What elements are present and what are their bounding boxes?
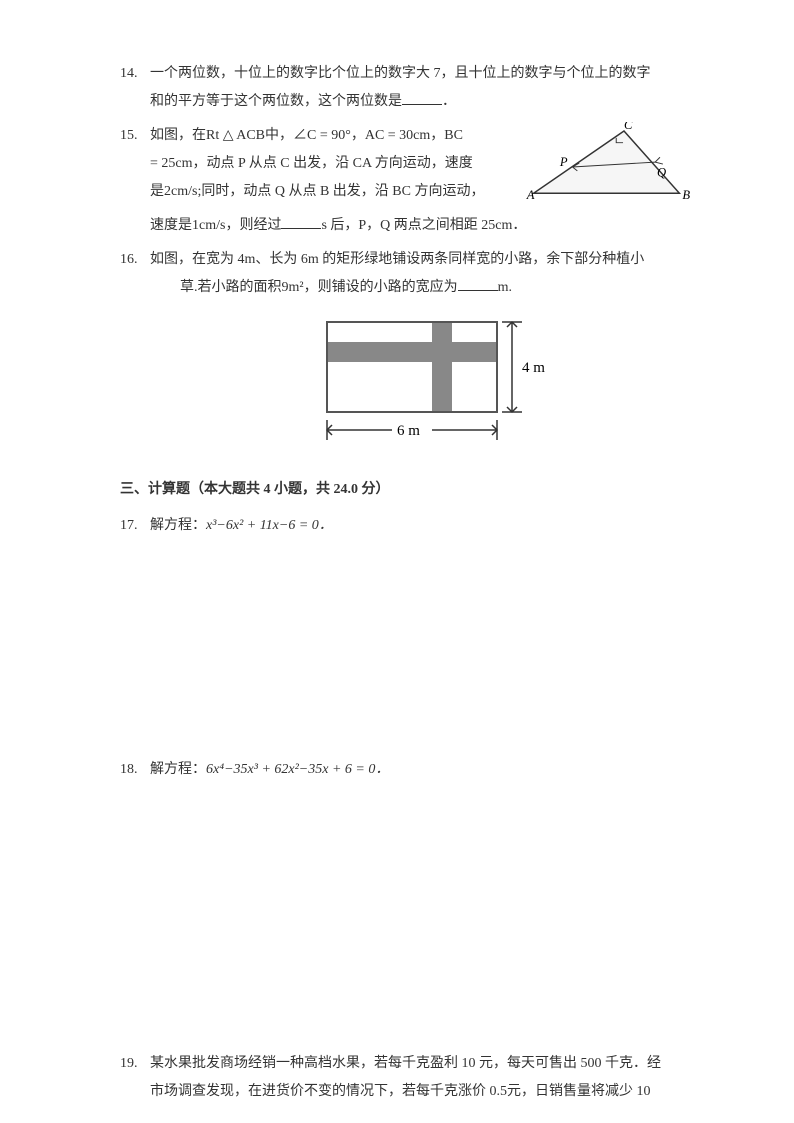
text-line: 是2cm/s;同时，动点 Q 从点 B 出发，沿 BC 方向运动， bbox=[150, 178, 509, 206]
question-body: 解方程：x³−6x² + 11x−6 = 0． bbox=[150, 512, 694, 540]
rect-figure-wrap: 4 m 6 m bbox=[180, 312, 694, 452]
text-fragment: m. bbox=[498, 280, 512, 295]
question-17: 17. 解方程：x³−6x² + 11x−6 = 0． bbox=[120, 512, 694, 540]
text-fragment: ． bbox=[442, 94, 456, 109]
question-16: 16. 如图，在宽为 4m、长为 6m 的矩形绿地铺设两条同样宽的小路，余下部分… bbox=[120, 246, 694, 458]
arrow-q-icon bbox=[655, 157, 663, 164]
question-18: 18. 解方程：6x⁴−35x³ + 62x²−35x + 6 = 0． bbox=[120, 756, 694, 784]
width-label: 6 m bbox=[397, 423, 420, 439]
text-fragment: 速度是1cm/s，则经过 bbox=[150, 218, 281, 233]
label-b: B bbox=[682, 188, 690, 202]
label-c: C bbox=[624, 122, 633, 132]
v-road bbox=[432, 322, 452, 412]
h-road bbox=[327, 342, 497, 362]
text-line: 和的平方等于这个两位数，这个两位数是 ． bbox=[150, 88, 694, 116]
text-line: 某水果批发商场经销一种高档水果，若每千克盈利 10 元，每天可售出 500 千克… bbox=[150, 1050, 694, 1078]
question-number: 15. bbox=[120, 122, 150, 240]
question-body: 解方程：6x⁴−35x³ + 62x²−35x + 6 = 0． bbox=[150, 756, 694, 784]
height-label: 4 m bbox=[522, 360, 545, 376]
text-fragment: s 后，P，Q 两点之间相距 25cm． bbox=[321, 218, 526, 233]
text-line: 市场调查发现，在进货价不变的情况下，若每千克涨价 0.5元，日销售量将减少 10 bbox=[150, 1078, 694, 1106]
fill-blank[interactable] bbox=[402, 91, 442, 105]
text-line: 如图，在宽为 4m、长为 6m 的矩形绿地铺设两条同样宽的小路，余下部分种植小 bbox=[150, 246, 694, 274]
question-number: 16. bbox=[120, 246, 150, 458]
question-body: 如图，在宽为 4m、长为 6m 的矩形绿地铺设两条同样宽的小路，余下部分种植小 … bbox=[150, 246, 694, 458]
question-body: 一个两位数，十位上的数字比个位上的数字大 7，且十位上的数字与个位上的数字 和的… bbox=[150, 60, 694, 116]
text-fragment: 解方程： bbox=[150, 518, 206, 533]
text-fragment: 草.若小路的面积9m²，则铺设的小路的宽应为 bbox=[180, 280, 458, 295]
triangle-shape bbox=[534, 131, 680, 193]
label-q: Q bbox=[657, 166, 666, 180]
label-a: A bbox=[526, 188, 535, 202]
text-line: 一个两位数，十位上的数字比个位上的数字大 7，且十位上的数字与个位上的数字 bbox=[150, 60, 694, 88]
outer-rect bbox=[327, 322, 497, 412]
equation: x³−6x² + 11x−6 = 0． bbox=[206, 518, 333, 533]
question-19: 19. 某水果批发商场经销一种高档水果，若每千克盈利 10 元，每天可售出 50… bbox=[120, 1050, 694, 1106]
workspace-gap bbox=[120, 546, 694, 756]
fill-blank[interactable] bbox=[458, 277, 498, 291]
triangle-figure: A B C P Q bbox=[519, 122, 694, 212]
fill-blank[interactable] bbox=[281, 215, 321, 229]
section-3-header: 三、计算题（本大题共 4 小题，共 24.0 分） bbox=[120, 476, 694, 504]
question-number: 14. bbox=[120, 60, 150, 116]
workspace-gap bbox=[120, 790, 694, 1050]
question-number: 18. bbox=[120, 756, 150, 784]
text-line: 草.若小路的面积9m²，则铺设的小路的宽应为 m. bbox=[180, 274, 694, 302]
label-p: P bbox=[559, 155, 568, 169]
question-14: 14. 一个两位数，十位上的数字比个位上的数字大 7，且十位上的数字与个位上的数… bbox=[120, 60, 694, 116]
text-fragment: 和的平方等于这个两位数，这个两位数是 bbox=[150, 94, 402, 109]
equation: 6x⁴−35x³ + 62x²−35x + 6 = 0． bbox=[206, 762, 389, 777]
rect-figure: 4 m 6 m bbox=[317, 312, 557, 452]
text-fragment: 解方程： bbox=[150, 762, 206, 777]
question-number: 17. bbox=[120, 512, 150, 540]
text-line: = 25cm，动点 P 从点 C 出发，沿 CA 方向运动，速度 bbox=[150, 150, 509, 178]
question-number: 19. bbox=[120, 1050, 150, 1106]
text-line: 速度是1cm/s，则经过 s 后，P，Q 两点之间相距 25cm． bbox=[150, 212, 694, 240]
question-body: 如图，在Rt △ ACB中，∠C = 90°，AC = 30cm，BC = 25… bbox=[150, 122, 694, 240]
question-body: 某水果批发商场经销一种高档水果，若每千克盈利 10 元，每天可售出 500 千克… bbox=[150, 1050, 694, 1106]
question-15: 15. 如图，在Rt △ ACB中，∠C = 90°，AC = 30cm，BC … bbox=[120, 122, 694, 240]
text-line: 如图，在Rt △ ACB中，∠C = 90°，AC = 30cm，BC bbox=[150, 122, 509, 150]
